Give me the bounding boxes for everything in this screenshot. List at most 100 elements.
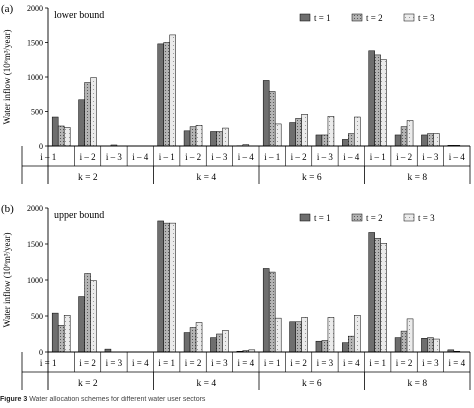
bar — [374, 237, 381, 353]
x-tick-label: i = 4 — [343, 358, 360, 368]
bar — [321, 340, 329, 353]
bar — [427, 133, 434, 147]
bar — [433, 133, 440, 147]
legend-swatch — [299, 213, 311, 222]
bar — [90, 280, 97, 353]
group-label: k = 4 — [196, 379, 216, 389]
bar — [268, 91, 276, 147]
x-tick-label: i – 1 — [264, 152, 280, 162]
group-label: k = 8 — [407, 379, 427, 389]
bar — [406, 318, 414, 353]
bar — [262, 268, 270, 353]
bar — [289, 122, 296, 147]
panel-label: (b) — [1, 203, 14, 215]
bar — [157, 43, 164, 147]
x-tick-label: i – 2 — [291, 152, 307, 162]
group-label: k = 6 — [302, 173, 322, 183]
legend-label: t = 2 — [366, 13, 383, 23]
y-tick-label: 0 — [39, 142, 43, 151]
bar — [342, 139, 349, 147]
bar — [368, 232, 375, 353]
caption-figure-label: Figure 3 — [0, 396, 28, 403]
bar — [63, 127, 71, 147]
bar — [394, 337, 402, 353]
x-tick-label: i = 3 — [211, 358, 228, 368]
bar — [268, 271, 276, 353]
bar — [380, 59, 387, 147]
legend-swatch — [299, 13, 311, 22]
bar — [222, 127, 229, 147]
bar — [380, 243, 387, 353]
x-tick-label: i = 2 — [290, 358, 307, 368]
x-tick-label: i – 2 — [185, 152, 201, 162]
bar — [163, 222, 170, 353]
bar — [295, 118, 302, 147]
y-tick-label: 0 — [39, 348, 43, 357]
legend-swatch — [403, 213, 415, 222]
bar — [315, 134, 323, 147]
x-tick-label: i = 2 — [185, 358, 202, 368]
x-tick-label: i – 4 — [343, 152, 360, 162]
x-tick-label: i – 3 — [422, 152, 439, 162]
group-label: k = 2 — [78, 379, 98, 389]
legend-swatch — [403, 13, 415, 22]
bar — [301, 114, 308, 147]
y-axis-label: Water inflow (10⁶m³/year) — [2, 29, 12, 124]
x-tick-label: i – 1 — [40, 152, 56, 162]
legend-label: t = 3 — [418, 213, 435, 223]
bar — [57, 125, 65, 147]
x-tick-label: i = 1 — [264, 358, 281, 368]
bar — [84, 273, 91, 353]
y-tick-label: 2000 — [27, 204, 43, 213]
legend-label: t = 1 — [314, 13, 331, 23]
x-tick-label: i = 4 — [449, 358, 466, 368]
bar — [427, 337, 434, 353]
bar — [327, 116, 335, 147]
group-label: k = 6 — [302, 379, 322, 389]
x-tick-label: i – 3 — [211, 152, 228, 162]
y-tick-label: 1000 — [27, 73, 43, 82]
bar — [262, 80, 270, 147]
bar — [321, 134, 329, 147]
x-tick-label: i – 3 — [317, 152, 334, 162]
bar — [51, 312, 59, 353]
legend-item: t = 3 — [403, 213, 435, 223]
x-tick-label: i = 1 — [369, 358, 386, 368]
bar — [210, 337, 217, 353]
bar — [84, 82, 91, 147]
caption-text: Water allocation schemes for different w… — [29, 396, 206, 403]
x-tick-label: i = 1 — [158, 358, 175, 368]
x-tick-label: i = 3 — [317, 358, 334, 368]
bar — [210, 131, 217, 147]
legend-item: t = 1 — [299, 13, 331, 23]
bar — [51, 116, 59, 147]
legend-swatch — [351, 13, 363, 22]
bar — [342, 342, 349, 353]
bar — [216, 333, 223, 353]
bar — [433, 338, 440, 353]
bar — [169, 34, 176, 147]
bar — [368, 50, 375, 147]
bar — [327, 317, 335, 353]
bar — [421, 338, 428, 353]
figure: (a) lower bound Water inflow (10⁶m³/year) 0… — [1, 3, 471, 390]
x-tick-label: i – 2 — [396, 152, 412, 162]
x-tick-label: i – 4 — [132, 152, 149, 162]
bar — [394, 134, 402, 147]
x-tick-label: i = 2 — [79, 358, 96, 368]
x-tick-label: i = 4 — [238, 358, 255, 368]
legend-label: t = 1 — [314, 213, 331, 223]
legend-label: t = 3 — [418, 13, 435, 23]
bar — [400, 126, 408, 147]
bar — [348, 335, 355, 353]
x-tick-label: i – 1 — [159, 152, 175, 162]
bar — [274, 123, 282, 147]
legend-item: t = 3 — [403, 13, 435, 23]
x-tick-label: i = 1 — [40, 358, 57, 368]
bar — [78, 296, 85, 353]
y-tick-label: 2000 — [27, 4, 43, 13]
x-tick-label: i – 4 — [449, 152, 466, 162]
chart-panel-2: (b) upper bound Water inflow (10⁶m³/year) 0… — [1, 203, 471, 390]
bar — [189, 126, 197, 147]
bar — [195, 322, 203, 353]
